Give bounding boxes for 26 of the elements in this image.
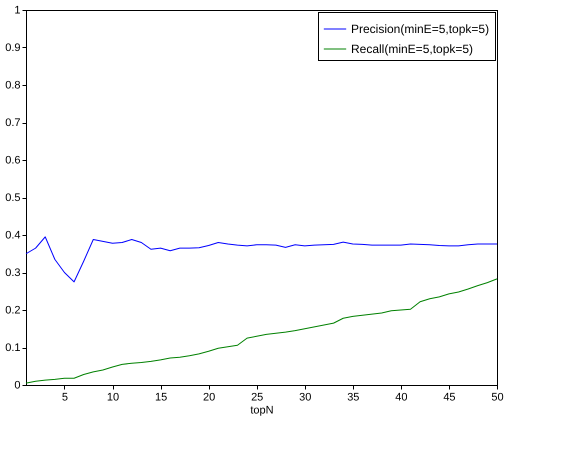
- y-tick-label: 0.4: [5, 230, 20, 242]
- x-tick-label: 50: [491, 392, 504, 404]
- x-tick-label: 10: [106, 392, 120, 404]
- y-tick-label: 0.8: [5, 80, 20, 92]
- x-tick-label: 5: [62, 392, 68, 404]
- x-tick-label: 20: [203, 392, 216, 404]
- x-axis-title: topN: [250, 404, 274, 416]
- line-series: [26, 278, 498, 384]
- y-tick-label: 0: [14, 380, 20, 392]
- x-tick-label: 40: [395, 392, 408, 404]
- x-tick-label: 15: [154, 392, 168, 404]
- x-tick-label: 25: [251, 392, 264, 404]
- x-tick-label: 30: [299, 392, 312, 404]
- y-tick-label: 0.3: [5, 267, 20, 279]
- x-tick-label: 35: [347, 392, 360, 404]
- y-tick-label: 0.6: [5, 154, 20, 166]
- y-tick-label: 0.7: [5, 117, 20, 129]
- y-tick-label: 0.1: [5, 342, 20, 354]
- legend-label: Recall(minE=5,topk=5): [351, 42, 474, 56]
- y-tick-label: 0.9: [5, 42, 20, 54]
- y-tick-label: 0.2: [5, 304, 20, 316]
- x-tick-label: 45: [443, 392, 456, 404]
- line-series: [26, 236, 498, 282]
- legend-label: Precision(minE=5,topk=5): [351, 22, 490, 36]
- y-tick-label: 0.5: [5, 192, 20, 204]
- y-tick-label: 1: [14, 4, 20, 16]
